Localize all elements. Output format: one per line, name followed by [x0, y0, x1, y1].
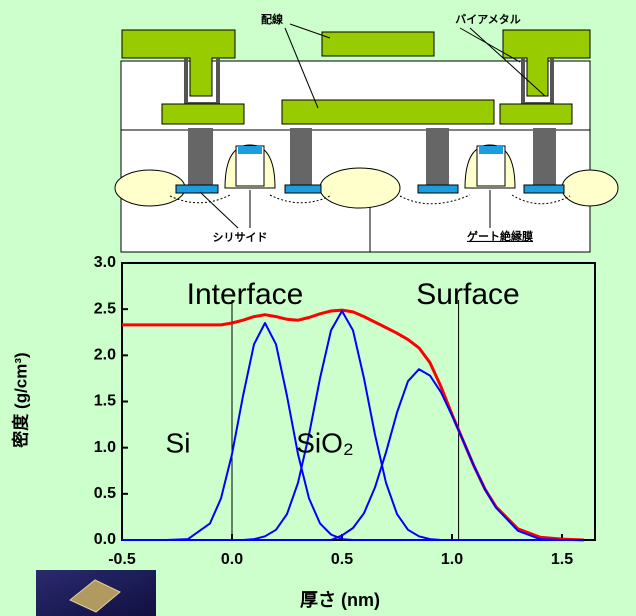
contact — [426, 128, 449, 185]
label-gate-insulator: ゲート絶縁膜 — [467, 229, 533, 243]
label-silicide: シリサイド — [213, 231, 268, 244]
page: {"diagram": {"labels": ["配線", "バイアメタル", … — [0, 0, 636, 616]
y-tick-label: 0.0 — [94, 531, 116, 548]
cross-section: 配線 バイアメタル シリサイド ゲート絶縁膜 — [115, 12, 618, 252]
series-line — [122, 310, 584, 540]
annotation: Interface — [187, 278, 304, 311]
annotation: Surface — [416, 278, 519, 311]
mid-metal — [282, 100, 494, 124]
x-tick-label: 0.0 — [221, 551, 243, 568]
x-axis-label: 厚さ (nm) — [300, 590, 380, 610]
field-oxide — [562, 170, 618, 206]
y-tick-label: 3.0 — [94, 254, 116, 271]
contact — [533, 128, 556, 185]
y-tick-label: 0.5 — [94, 485, 116, 502]
contact — [290, 128, 312, 185]
field-oxide — [115, 170, 185, 206]
silicide — [524, 185, 564, 193]
x-tick-label: 1.0 — [441, 551, 463, 568]
y-tick-label: 1.0 — [94, 439, 116, 456]
label-wiring: 配線 — [261, 12, 283, 26]
mid-metal — [500, 104, 572, 124]
y-axis-label: 密度 (g/cm³) — [10, 352, 30, 447]
silicide — [176, 185, 218, 193]
y-tick-label: 2.5 — [94, 300, 116, 317]
mid-metal — [162, 104, 244, 124]
x-tick-label: 1.5 — [551, 551, 573, 568]
silicide — [285, 185, 321, 193]
annotation: Si — [166, 427, 191, 458]
pointer — [290, 24, 330, 38]
field-oxide — [320, 168, 400, 208]
y-tick-label: 2.0 — [94, 347, 116, 364]
x-tick-label: -0.5 — [108, 551, 136, 568]
silicide — [418, 185, 458, 193]
top-metal — [322, 32, 434, 56]
contact — [188, 128, 213, 185]
silicide — [238, 146, 262, 154]
series-line — [122, 311, 584, 540]
figure: 配線 バイアメタル シリサイド ゲート絶縁膜 厚さ (nm) 密度 (g/cm³… — [0, 0, 636, 616]
silicide — [479, 146, 503, 154]
label-via-metal: バイアメタル — [455, 13, 520, 26]
annotation: SiO₂ — [296, 427, 354, 458]
y-tick-label: 1.5 — [94, 393, 116, 410]
x-tick-label: 0.5 — [331, 551, 353, 568]
